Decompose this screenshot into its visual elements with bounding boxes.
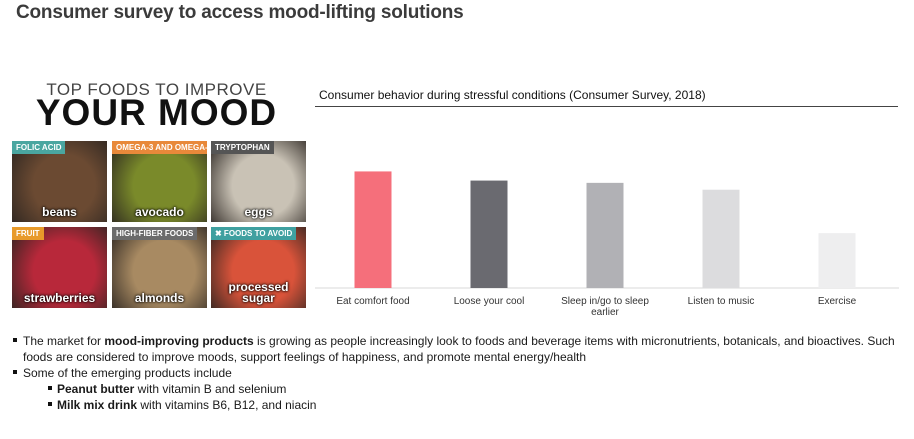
- food-tile: FRUIT strawberries: [12, 227, 107, 308]
- bullet-text: with vitamins B6, B12, and niacin: [137, 398, 317, 412]
- chart-title-rule: [315, 106, 898, 107]
- bullet-text: is growing as people increasingly look t…: [23, 334, 895, 364]
- x-tick-label: Exercise: [818, 296, 857, 307]
- food-photo: [211, 227, 306, 308]
- bullet-text: The market for: [23, 334, 105, 348]
- bullet-text: Some of the emerging products include: [23, 366, 232, 380]
- food-photo: [112, 227, 207, 308]
- bullet-marker: [13, 370, 17, 374]
- food-tile-tag: ✖ FOODS TO AVOID: [211, 227, 297, 240]
- food-tile-name: beans: [42, 205, 77, 219]
- bar-chart: Eat comfort food Loose your cool Sleep in/…: [315, 171, 899, 315]
- food-tile: FOLIC ACID beans: [12, 141, 107, 222]
- food-tile-name: avocado: [135, 205, 184, 219]
- x-tick-label-line: Exercise: [818, 296, 857, 307]
- food-tile: ✖ FOODS TO AVOID processed sugar: [211, 227, 306, 308]
- food-photo: [12, 141, 107, 222]
- food-tile-tag: TRYPTOPHAN: [211, 141, 274, 154]
- bullet-emphasis: mood-improving products: [104, 334, 254, 348]
- x-tick-label: Sleep in/go to sleep earlier: [561, 296, 649, 315]
- bullet-marker: [48, 386, 52, 390]
- food-tile: TRYPTOPHAN eggs: [211, 141, 306, 222]
- x-tick-label-line: Sleep in/go to sleep: [561, 296, 649, 307]
- x-tick-label-line: earlier: [591, 307, 619, 315]
- food-tile-name: almonds: [134, 291, 185, 305]
- food-photo: [211, 141, 306, 222]
- x-tick-label: Eat comfort food: [336, 296, 409, 307]
- food-tile: OMEGA-3 AND OMEGA-6 FATTY ACIDS avocado: [112, 141, 207, 222]
- x-tick-label-line: Eat comfort food: [336, 296, 409, 307]
- bullet-marker: [48, 402, 52, 406]
- food-tile-name: strawberries: [23, 291, 96, 305]
- food-photo: [112, 141, 207, 222]
- bullet-text: with vitamin B and selenium: [134, 382, 287, 396]
- bar: [354, 171, 392, 288]
- bullet-item: Peanut butter with vitamin B and seleniu…: [13, 381, 903, 397]
- bar: [470, 180, 508, 288]
- bullet-item: Milk mix drink with vitamins B6, B12, an…: [13, 397, 903, 413]
- food-tile-tag: FOLIC ACID: [12, 141, 66, 154]
- page-title: Consumer survey to access mood-lifting s…: [16, 2, 464, 23]
- x-tick-label: Loose your cool: [454, 296, 525, 307]
- infographic-header-line1: TOP FOODS TO IMPROVE: [46, 80, 267, 99]
- bullet-item: Some of the emerging products include: [13, 365, 903, 381]
- bullet-marker: [13, 338, 17, 342]
- x-tick-label-line: Loose your cool: [454, 296, 525, 307]
- food-tile: HIGH-FIBER FOODS almonds: [112, 227, 207, 308]
- bullet-list: The market for mood-improving products i…: [13, 333, 903, 413]
- infographic-header: TOP FOODS TO IMPROVE YOUR MOOD: [8, 74, 305, 136]
- food-tile-name: processed sugar: [228, 280, 289, 305]
- food-photo: [12, 227, 107, 308]
- food-tile-tag: OMEGA-3 AND OMEGA-6 FATTY ACIDS: [112, 141, 207, 154]
- bar: [818, 233, 856, 288]
- mood-foods-infographic: TOP FOODS TO IMPROVE YOUR MOOD FOLIC ACI…: [8, 74, 306, 310]
- bar: [586, 182, 624, 288]
- bullet-emphasis: Milk mix drink: [57, 398, 138, 412]
- food-tile-tag: HIGH-FIBER FOODS: [112, 227, 198, 240]
- x-tick-label: Listen to music: [688, 296, 755, 307]
- x-tick-label-line: Listen to music: [688, 296, 755, 307]
- bar: [702, 189, 740, 288]
- bullet-item: The market for mood-improving products i…: [13, 333, 903, 365]
- food-tile-name: eggs: [244, 205, 273, 219]
- chart-title: Consumer behavior during stressful condi…: [319, 88, 706, 102]
- food-tile-tag: FRUIT: [12, 227, 44, 240]
- bullet-emphasis: Peanut butter: [57, 382, 135, 396]
- infographic-header-line2: YOUR MOOD: [35, 92, 278, 133]
